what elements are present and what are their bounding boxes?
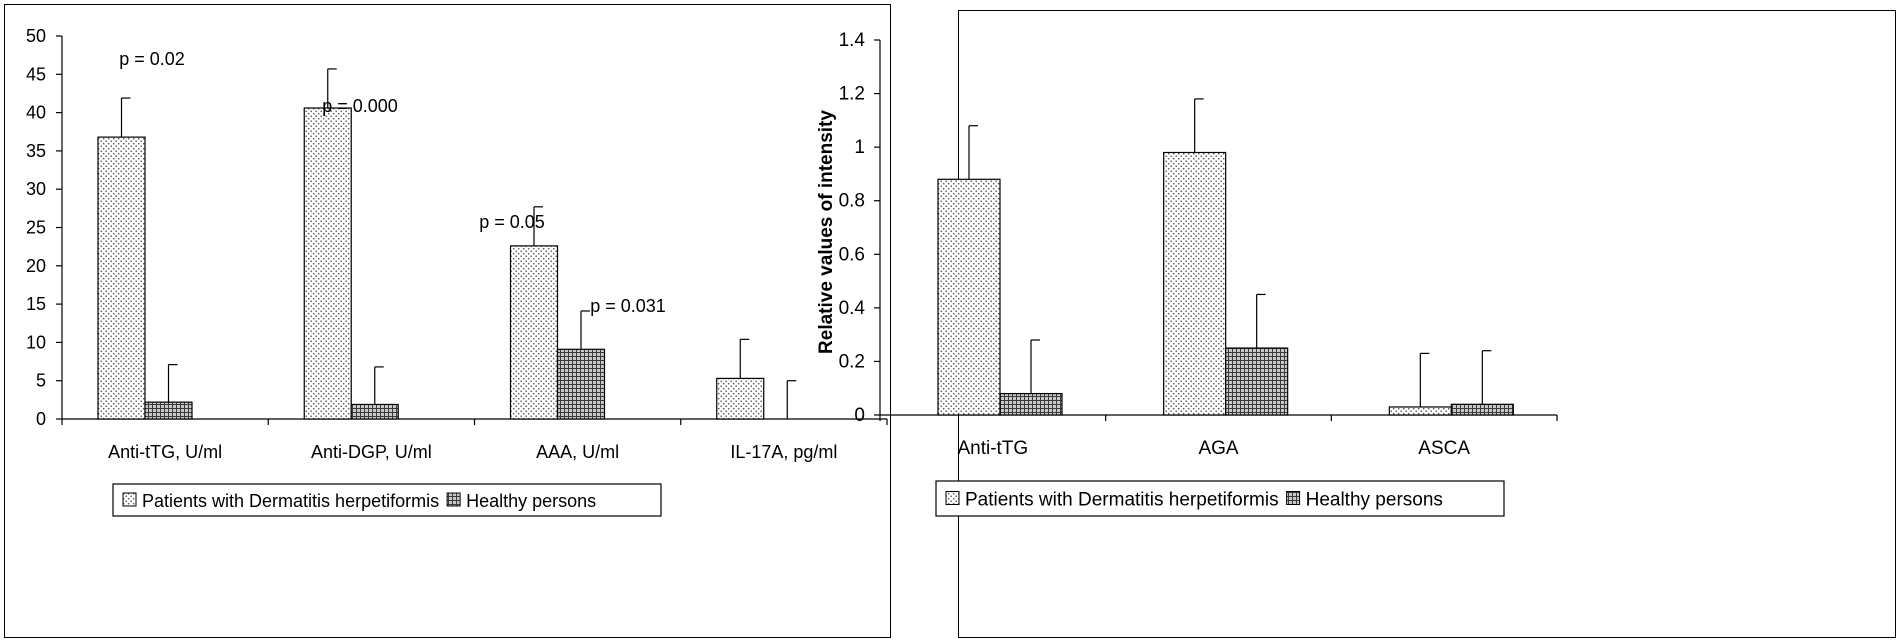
y-tick-label: 15 — [26, 294, 46, 314]
y-tick-label: 1 — [854, 137, 865, 158]
x-tick-label: IL-17A, pg/ml — [730, 442, 837, 462]
p-value-annotation: p = 0.031 — [590, 296, 666, 316]
legend-label-patients: Patients with Dermatitis herpetiformis — [965, 490, 1279, 511]
x-tick-label: ASCA — [1418, 438, 1470, 459]
x-tick-label: AGA — [1198, 438, 1238, 459]
bar-healthy — [350, 403, 399, 420]
bar-healthy — [1225, 347, 1289, 416]
y-tick-label: 40 — [26, 103, 46, 123]
legend-label-healthy: Healthy persons — [466, 491, 596, 511]
left-chart-panel — [4, 4, 891, 638]
x-tick-label: AAA, U/ml — [536, 442, 619, 462]
bar-healthy — [144, 401, 193, 420]
x-tick-label: Anti-tTG, U/ml — [108, 442, 222, 462]
legend-box — [935, 480, 1505, 517]
bar-patients — [1163, 151, 1227, 416]
y-tick-label: 0.8 — [839, 191, 865, 212]
bar-healthy — [1450, 403, 1514, 416]
y-tick-label: 20 — [26, 256, 46, 276]
p-value-annotation: p = 0.05 — [479, 212, 545, 232]
bar-healthy — [999, 392, 1063, 416]
legend-swatch-healthy — [1286, 491, 1301, 505]
y-tick-label: 0 — [36, 409, 46, 429]
y-tick-label: 30 — [26, 179, 46, 199]
bar-patients — [937, 178, 1001, 416]
bar-patients — [716, 377, 765, 420]
legend-label-patients: Patients with Dermatitis herpetiformis — [142, 491, 439, 511]
bar-patients — [1388, 406, 1452, 416]
legend-label-healthy: Healthy persons — [1306, 490, 1443, 511]
x-tick-label: Anti-tTG — [957, 438, 1028, 459]
y-axis-title: Relative values of intensity — [816, 110, 837, 354]
y-tick-label: 1.2 — [839, 84, 865, 105]
right-chart-panel — [958, 10, 1896, 638]
bar-patients — [509, 245, 559, 420]
y-tick-label: 1.4 — [839, 30, 866, 51]
p-value-annotation: p = 0.02 — [119, 49, 185, 69]
p-value-annotation: p = 0.000 — [322, 96, 398, 116]
legend-box — [112, 483, 662, 517]
legend-swatch-patients — [945, 491, 960, 505]
legend-swatch-patients — [122, 492, 137, 507]
bar-patients — [97, 136, 146, 420]
y-tick-label: 10 — [26, 332, 46, 352]
y-tick-label: 0 — [854, 405, 865, 426]
legend-swatch-healthy — [446, 492, 461, 507]
y-tick-label: 25 — [26, 218, 46, 238]
y-tick-label: 50 — [26, 26, 46, 46]
bar-healthy — [556, 348, 606, 420]
y-tick-label: 0.6 — [839, 244, 865, 265]
bar-patients — [303, 107, 352, 420]
x-tick-label: Anti-DGP, U/ml — [311, 442, 432, 462]
y-tick-label: 35 — [26, 141, 46, 161]
y-tick-label: 5 — [36, 371, 46, 391]
y-tick-label: 45 — [26, 64, 46, 84]
y-tick-label: 0.4 — [839, 298, 866, 319]
y-tick-label: 0.2 — [839, 351, 865, 372]
